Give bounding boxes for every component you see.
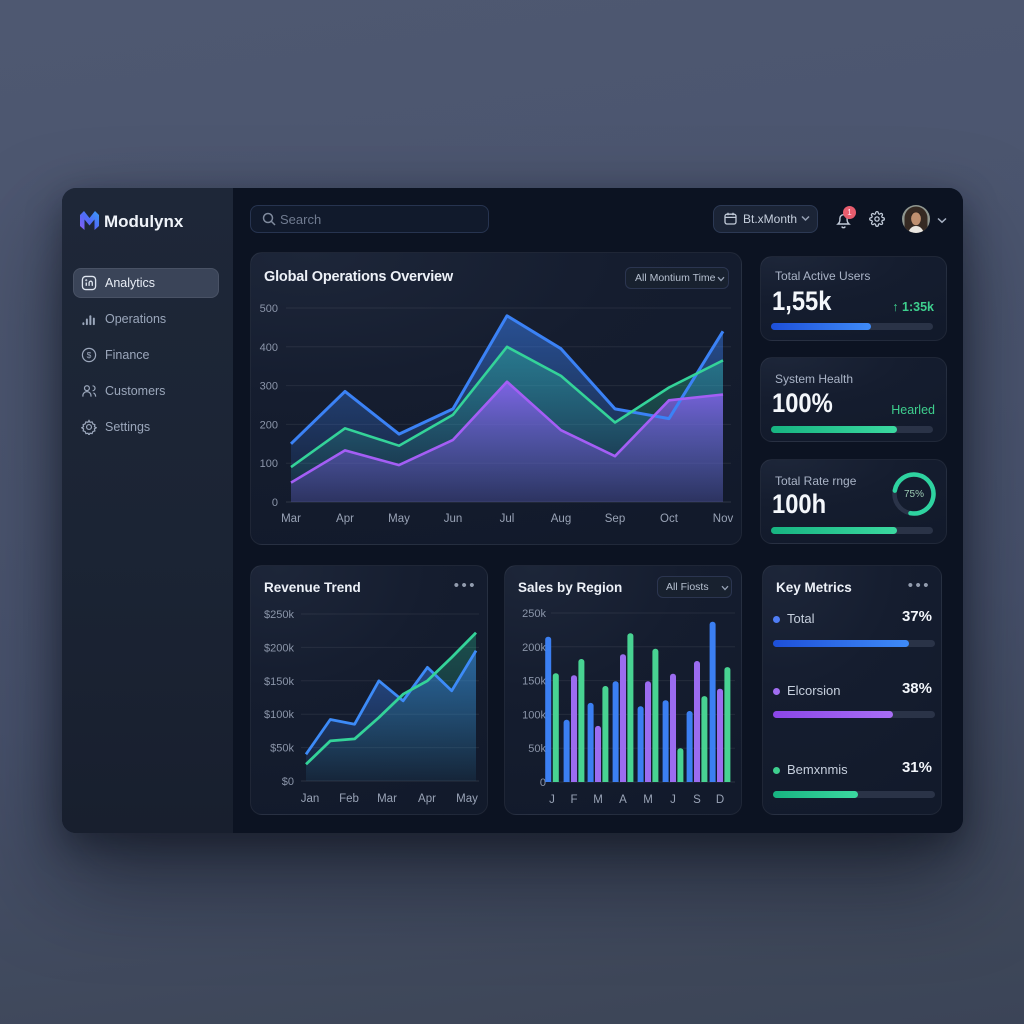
svg-text:500: 500: [260, 303, 278, 315]
svg-text:D: D: [716, 794, 724, 806]
svg-text:May: May: [456, 793, 478, 805]
svg-text:200: 200: [260, 419, 278, 431]
svg-text:400: 400: [260, 342, 278, 354]
svg-text:300: 300: [260, 381, 278, 393]
svg-text:Sep: Sep: [605, 513, 625, 525]
svg-text:$: $: [87, 350, 92, 360]
svg-text:Oct: Oct: [660, 513, 679, 525]
svg-text:150k: 150k: [522, 676, 546, 688]
svg-text:$250k: $250k: [264, 609, 294, 621]
svg-text:$0: $0: [282, 776, 294, 788]
svg-text:$200k: $200k: [264, 642, 294, 654]
svg-text:250k: 250k: [522, 608, 546, 620]
svg-text:100: 100: [260, 458, 278, 470]
svg-text:50k: 50k: [528, 743, 546, 755]
svg-text:Aug: Aug: [551, 513, 571, 525]
svg-text:Mar: Mar: [377, 793, 397, 805]
svg-text:M: M: [643, 794, 653, 806]
svg-text:A: A: [619, 794, 627, 806]
svg-text:75%: 75%: [904, 489, 924, 500]
svg-text:Jun: Jun: [444, 513, 463, 525]
svg-text:Feb: Feb: [339, 793, 359, 805]
svg-text:Apr: Apr: [418, 793, 436, 805]
svg-text:Jul: Jul: [500, 513, 515, 525]
svg-text:$150k: $150k: [264, 676, 294, 688]
svg-text:F: F: [570, 794, 577, 806]
svg-text:0: 0: [272, 497, 278, 509]
svg-text:Apr: Apr: [336, 513, 354, 525]
svg-text:May: May: [388, 513, 410, 525]
svg-text:Mar: Mar: [281, 513, 301, 525]
svg-text:200k: 200k: [522, 642, 546, 654]
svg-text:M: M: [593, 794, 603, 806]
svg-text:100k: 100k: [522, 709, 546, 721]
svg-text:Jan: Jan: [301, 793, 320, 805]
svg-text:S: S: [693, 794, 701, 806]
svg-text:J: J: [549, 794, 555, 806]
svg-text:Nov: Nov: [713, 513, 734, 525]
svg-text:J: J: [670, 794, 676, 806]
svg-text:$100k: $100k: [264, 709, 294, 721]
svg-text:$50k: $50k: [270, 743, 294, 755]
svg-text:0: 0: [540, 777, 546, 789]
